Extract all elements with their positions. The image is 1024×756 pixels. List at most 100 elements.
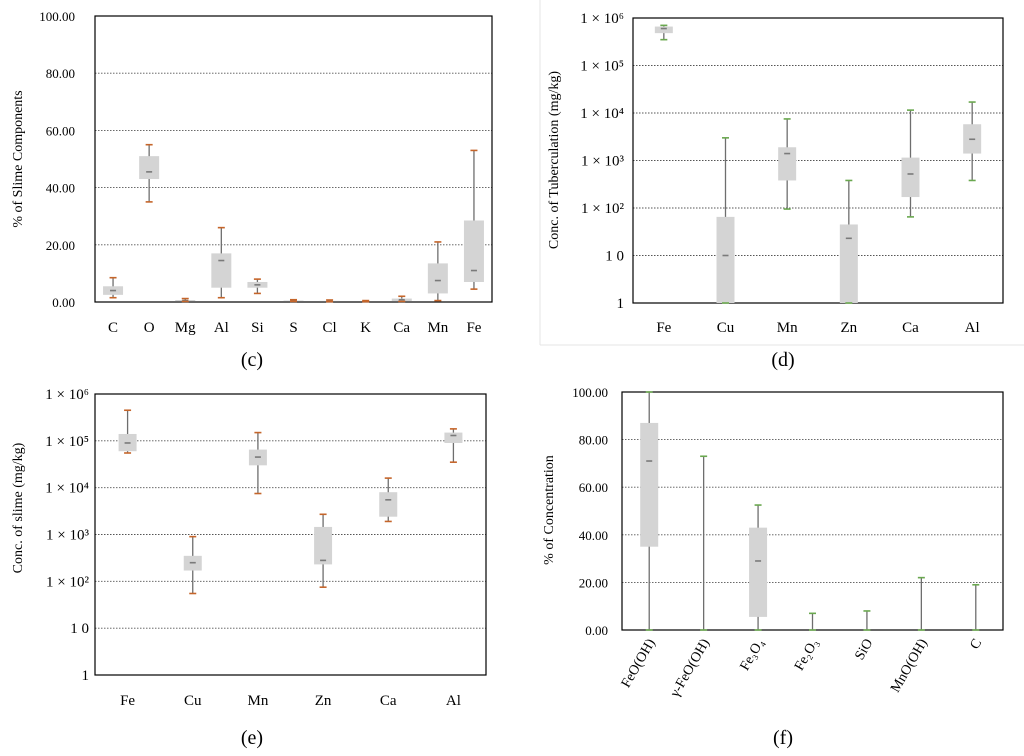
y-tick-label: 20.00 <box>46 238 75 253</box>
iqr-box <box>901 157 920 198</box>
box-Mn <box>248 431 267 495</box>
panel-e: 1 1 0 1 × 10² 1 × 10³ 1 × 10⁴ 1 × 10⁵ 1 × 10⁶ C… <box>11 387 487 749</box>
panel-label: (d) <box>771 349 794 371</box>
y-tick-label: 1 × 10³ <box>46 528 89 544</box>
box-Al <box>963 101 982 182</box>
y-tick-label: 1 × 10⁴ <box>45 481 89 497</box>
x-tick-label: Fe₂O₃ <box>792 636 822 673</box>
box-Fe <box>118 409 137 454</box>
x-tick-label: Mn <box>247 693 268 709</box>
x-tick-label: Si <box>251 320 264 336</box>
x-tick-label: Mn <box>777 320 798 336</box>
box-Ca <box>901 109 920 218</box>
iqr-box <box>778 147 797 181</box>
x-tick-label: γ-FeO(OH) <box>667 636 713 701</box>
y-tick-label: 100.00 <box>39 9 75 24</box>
plot-frame <box>632 17 1004 304</box>
plot-frame <box>621 391 1004 631</box>
panel-d: 1 1 0 1 × 10² 1 × 10³ 1 × 10⁴ 1 × 10⁵ 1 × 10⁶ C… <box>547 11 1004 371</box>
box-Fe <box>654 24 673 41</box>
box-Mn <box>427 241 448 302</box>
box-MnO(OH) <box>917 576 925 631</box>
x-tick-label: Cu <box>184 693 202 709</box>
x-tick-label: S <box>289 320 297 336</box>
y-tick-label: 1 × 10⁶ <box>45 387 89 403</box>
box-Al <box>444 428 463 463</box>
x-tick-label: Al <box>965 320 980 336</box>
y-tick-label: 80.00 <box>579 433 608 448</box>
iqr-box <box>444 432 463 443</box>
box-Mn <box>778 118 797 210</box>
y-axis-label: Conc. of Tuberculation (mg/kg) <box>547 71 562 249</box>
x-tick-label: K <box>360 320 371 336</box>
y-tick-label: 1 × 10⁴ <box>580 106 624 122</box>
y-tick-label: 1 × 10³ <box>581 154 624 170</box>
x-tick-label: Ca <box>902 320 919 336</box>
panel-label: (f) <box>773 727 793 749</box>
x-tick-label: C <box>968 637 986 653</box>
box-K <box>362 299 370 303</box>
box-Mg <box>175 297 196 303</box>
panel-c: 0.00 20.00 40.00 60.00 80.00 100.00 % of Slime… <box>11 9 493 371</box>
x-tick-label: O <box>144 320 155 336</box>
x-tick-label: Fe₃O₄ <box>738 636 768 673</box>
y-axis-label: Conc. of slime (mg/kg) <box>11 442 26 573</box>
box-Cl <box>319 299 340 303</box>
y-tick-label: 1 0 <box>605 249 624 265</box>
x-tick-label: Zn <box>315 693 332 709</box>
y-tick-label: 40.00 <box>46 181 75 196</box>
y-tick-label: 60.00 <box>46 123 75 138</box>
box-FeO(OH) <box>640 391 659 631</box>
y-tick-label: 1 <box>82 668 90 684</box>
y-tick-label: 1 × 10² <box>46 574 89 590</box>
y-tick-label: 60.00 <box>579 480 608 495</box>
box-γ-FeO(OH) <box>700 455 708 631</box>
box-Fe <box>463 149 484 290</box>
plot-frame <box>94 393 487 676</box>
y-tick-label: 1 0 <box>70 621 89 637</box>
y-axis-label: % of Concentration <box>542 455 557 565</box>
x-tick-label: MnO(OH) <box>888 636 931 695</box>
iqr-box <box>640 422 659 547</box>
x-tick-label: SiO <box>853 637 877 663</box>
y-tick-label: 1 <box>617 296 625 312</box>
y-tick-label: 0.00 <box>585 623 608 638</box>
iqr-box <box>379 492 398 517</box>
x-tick-label: Fe <box>466 320 481 336</box>
x-tick-label: Al <box>214 320 229 336</box>
x-tick-label: Mn <box>427 320 448 336</box>
y-tick-label: 0.00 <box>52 295 75 310</box>
y-tick-label: 1 × 10⁵ <box>45 434 89 450</box>
panel-label: (c) <box>241 349 263 371</box>
y-tick-label: 1 × 10² <box>581 201 624 217</box>
x-tick-label: Zn <box>840 320 857 336</box>
iqr-box <box>463 220 484 282</box>
x-tick-label: Al <box>446 693 461 709</box>
iqr-box <box>139 156 160 180</box>
iqr-box <box>654 26 673 34</box>
panel-f: 0.00 20.00 40.00 60.00 80.00 100.00 % of Conce… <box>542 385 1004 749</box>
box-Ca <box>379 477 398 523</box>
y-axis-label: % of Slime Components <box>11 90 26 227</box>
y-tick-label: 1 × 10⁵ <box>580 59 624 75</box>
y-tick-label: 1 × 10⁶ <box>580 11 624 27</box>
y-tick-label: 20.00 <box>579 575 608 590</box>
iqr-box <box>839 224 858 303</box>
iqr-box <box>427 263 448 294</box>
box-Ca <box>391 295 412 303</box>
x-tick-label: Fe <box>656 320 671 336</box>
box-Cu <box>716 137 735 304</box>
x-tick-label: Mg <box>175 320 196 336</box>
box-O <box>139 143 160 203</box>
box-Al <box>211 226 232 299</box>
iqr-box <box>749 527 768 617</box>
x-tick-label: C <box>108 320 118 336</box>
iqr-box <box>716 216 735 303</box>
box-C <box>972 583 980 631</box>
box-Zn <box>839 179 858 304</box>
y-tick-label: 40.00 <box>579 528 608 543</box>
x-tick-label: Ca <box>380 693 397 709</box>
iqr-box <box>211 253 232 288</box>
box-SiO <box>863 610 871 631</box>
